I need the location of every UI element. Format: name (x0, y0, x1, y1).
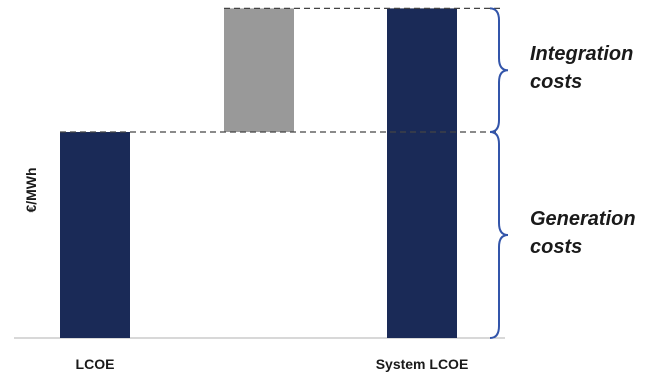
annotation-generation-line1: Generation (530, 208, 636, 230)
bars (60, 8, 457, 339)
annotation-integration-line1: Integration (530, 43, 633, 65)
annotation-integration-line2: costs (530, 71, 582, 93)
x-tick-label-system-lcoe: System LCOE (376, 356, 469, 372)
annotation-generation-line2: costs (530, 236, 582, 258)
bar-lcoe (60, 132, 130, 338)
brace-integration (489, 7, 509, 133)
x-tick-label-lcoe: LCOE (76, 356, 115, 372)
labels: Integration costs Generation costs LCOE Syste… (23, 43, 636, 372)
bar-integration-step (224, 8, 294, 132)
bar-system-lcoe (387, 8, 457, 339)
reference-lines (60, 7, 500, 133)
y-axis-label: €/MWh (23, 167, 39, 212)
brace-generation (489, 131, 509, 339)
braces (489, 7, 509, 339)
